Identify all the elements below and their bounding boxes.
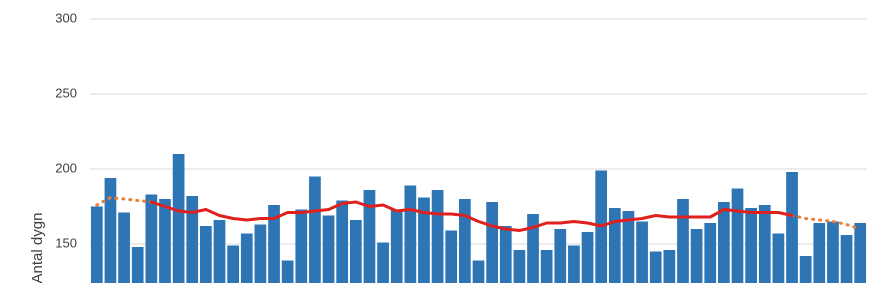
bar bbox=[336, 200, 349, 283]
bar bbox=[131, 247, 144, 283]
bar bbox=[118, 212, 130, 283]
bar bbox=[418, 197, 430, 283]
bar bbox=[527, 214, 539, 283]
bar bbox=[295, 209, 308, 283]
bar bbox=[186, 196, 199, 283]
bar bbox=[499, 226, 512, 283]
bar bbox=[854, 223, 867, 283]
bar bbox=[581, 232, 594, 283]
bar bbox=[772, 233, 785, 283]
bar bbox=[786, 172, 798, 283]
y-tick-label: 250 bbox=[55, 85, 77, 100]
y-tick-label: 150 bbox=[55, 235, 77, 250]
bar bbox=[608, 208, 621, 283]
bar bbox=[445, 230, 458, 283]
bar bbox=[254, 224, 267, 283]
bar bbox=[159, 199, 171, 283]
bar bbox=[90, 206, 103, 283]
bar bbox=[390, 209, 403, 283]
bar bbox=[349, 220, 362, 283]
bar bbox=[636, 221, 648, 283]
y-axis-title: Antal dygn bbox=[29, 213, 46, 283]
bar bbox=[704, 223, 717, 283]
bar bbox=[840, 235, 853, 283]
bar bbox=[240, 233, 253, 283]
bar bbox=[309, 176, 321, 283]
bar bbox=[227, 245, 239, 283]
bar bbox=[745, 208, 757, 283]
bar bbox=[718, 202, 730, 283]
bar bbox=[731, 188, 744, 283]
bar bbox=[827, 221, 839, 283]
bar bbox=[104, 178, 117, 283]
bar bbox=[431, 190, 444, 283]
bar bbox=[649, 251, 662, 283]
trend-line bbox=[95, 196, 862, 231]
bar bbox=[486, 202, 498, 283]
y-tick-label: 200 bbox=[55, 160, 77, 175]
bar bbox=[513, 250, 526, 283]
bar bbox=[799, 256, 812, 283]
trend-line bbox=[149, 200, 794, 232]
bar bbox=[622, 211, 635, 283]
bar bbox=[813, 223, 826, 283]
bar bbox=[268, 205, 280, 283]
bar bbox=[690, 229, 703, 283]
bar bbox=[281, 260, 294, 283]
bar bbox=[554, 229, 567, 283]
bar bbox=[568, 245, 580, 283]
bar bbox=[677, 199, 689, 283]
bar bbox=[758, 205, 771, 283]
bar bbox=[663, 250, 676, 283]
bar bbox=[322, 215, 335, 283]
bar bbox=[200, 226, 212, 283]
bar bbox=[377, 242, 389, 283]
bar bbox=[363, 190, 376, 283]
bar bbox=[213, 220, 226, 283]
bar bbox=[404, 185, 417, 283]
bar bbox=[145, 194, 158, 283]
bar bbox=[540, 250, 553, 283]
y-tick-label: 300 bbox=[55, 10, 77, 25]
bar bbox=[172, 154, 185, 283]
bar bbox=[472, 260, 485, 283]
bar bbox=[459, 199, 471, 283]
